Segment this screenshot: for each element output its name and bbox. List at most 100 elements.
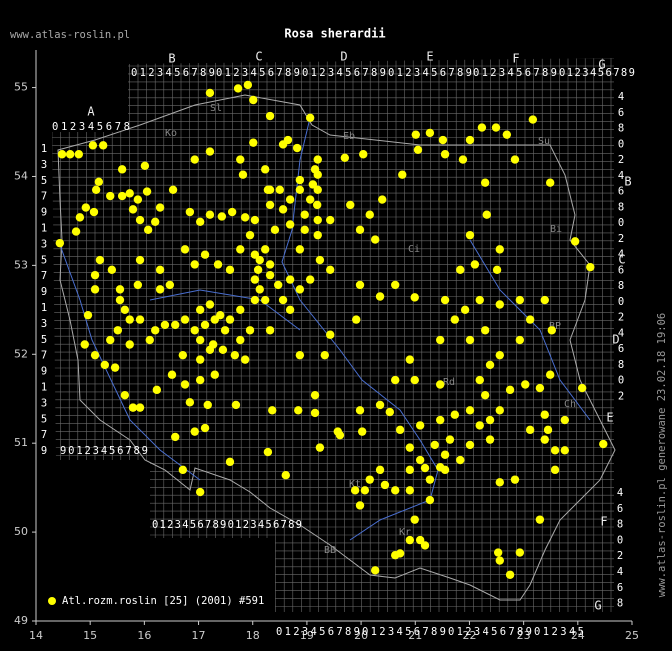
grid-strip: 01234567890123456789 (152, 519, 302, 531)
occurrence-dot (125, 315, 134, 324)
occurrence-dot (265, 260, 275, 269)
occurrence-dot (535, 515, 545, 524)
grid-letter: D (340, 50, 347, 64)
occurrence-dot (145, 335, 154, 345)
grid-letter: G (594, 599, 601, 613)
occurrence-dot (480, 326, 490, 335)
occurrence-dot (465, 230, 475, 240)
occurrence-dot (250, 275, 260, 284)
country-border (57, 94, 616, 601)
occurrence-dot (240, 213, 250, 222)
occurrence-dot (178, 465, 188, 475)
occurrence-dot (292, 143, 302, 153)
grid-strip: 012345678 (52, 121, 130, 133)
occurrence-dot (125, 340, 134, 349)
occurrence-dot (521, 380, 530, 389)
occurrence-dot (493, 548, 503, 557)
occurrence-dot (200, 423, 210, 433)
occurrence-dot (171, 320, 180, 330)
x-tick-label: 17 (192, 629, 206, 642)
occurrence-dot (243, 80, 253, 90)
occurrence-dot (217, 212, 227, 221)
occurrence-dot (236, 335, 245, 345)
occurrence-dot (577, 383, 587, 393)
occurrence-dot (255, 285, 264, 294)
occurrence-dot (495, 245, 504, 254)
occurrence-dot (440, 295, 450, 305)
occurrence-dot (295, 185, 305, 195)
occurrence-dot (405, 355, 415, 364)
occurrence-dot (435, 335, 445, 345)
occurrence-dot (278, 295, 288, 305)
y-tick-label: 52 (14, 347, 28, 360)
occurrence-dot (268, 406, 277, 415)
occurrence-dot (465, 135, 475, 145)
occurrence-dot (535, 383, 545, 393)
occurrence-dot (275, 185, 285, 195)
grid-letter: B (168, 52, 175, 66)
occurrence-dot (245, 230, 255, 240)
occurrence-dot (405, 535, 415, 545)
occurrence-dot (115, 295, 125, 305)
x-tick-label: 24 (571, 629, 585, 642)
legend-marker (48, 597, 56, 605)
occurrence-dot (155, 203, 165, 212)
x-tick-label: 16 (137, 629, 151, 642)
river (59, 117, 591, 541)
occurrence-dot (205, 210, 215, 219)
occurrence-dot (375, 400, 385, 410)
occurrence-dot (285, 275, 295, 284)
occurrence-dot (359, 150, 368, 159)
occurrence-dot (525, 425, 535, 435)
occurrence-dot (265, 200, 275, 210)
occurrence-dot (465, 440, 475, 450)
occurrence-dot (502, 130, 512, 139)
occurrence-dot (413, 145, 423, 154)
occurrence-dot (435, 415, 445, 425)
occurrence-dot (106, 191, 115, 201)
occurrence-dot (135, 215, 145, 225)
occurrence-dot (480, 178, 490, 187)
occurrence-dot (295, 350, 305, 360)
occurrence-dot (245, 326, 255, 335)
occurrence-dot (75, 213, 85, 222)
occurrence-dot (365, 210, 374, 219)
occurrence-dot (370, 566, 380, 575)
occurrence-dot (300, 225, 309, 235)
grid-letter: E (606, 411, 613, 425)
grid-letter: A (87, 105, 95, 119)
grid-letter: C (255, 50, 262, 64)
occurrence-dot (355, 501, 365, 510)
occurrence-dot (430, 440, 439, 450)
occurrence-dot (438, 135, 448, 145)
occurrence-dot (515, 548, 525, 557)
grid-strip: 90123456789 (60, 445, 148, 457)
region-label: Bi (550, 224, 562, 235)
occurrence-dot (285, 220, 295, 229)
occurrence-dot (313, 185, 322, 195)
grid-lines (52, 58, 614, 612)
occurrence-dot (380, 480, 390, 490)
occurrence-dot (477, 123, 487, 132)
occurrence-dot (195, 217, 205, 227)
region-label: Kt (349, 479, 361, 490)
occurrence-dot (227, 207, 237, 217)
occurrence-dot (313, 170, 322, 179)
occurrence-dot (238, 170, 248, 179)
occurrence-dot (142, 187, 152, 196)
occurrence-dot (205, 345, 215, 355)
occurrence-dot (560, 415, 570, 425)
occurrence-dot (435, 380, 445, 389)
occurrence-dot (165, 280, 175, 290)
occurrence-dot (405, 486, 415, 495)
occurrence-dot (120, 390, 130, 400)
occurrence-dot (365, 475, 374, 484)
occurrence-dot (90, 270, 100, 280)
occurrence-dot (415, 535, 425, 545)
occurrence-dot (195, 335, 205, 345)
occurrence-dot (107, 265, 117, 275)
occurrence-dot (586, 262, 595, 272)
occurrence-dot (167, 370, 177, 379)
occurrence-dot (100, 360, 110, 370)
